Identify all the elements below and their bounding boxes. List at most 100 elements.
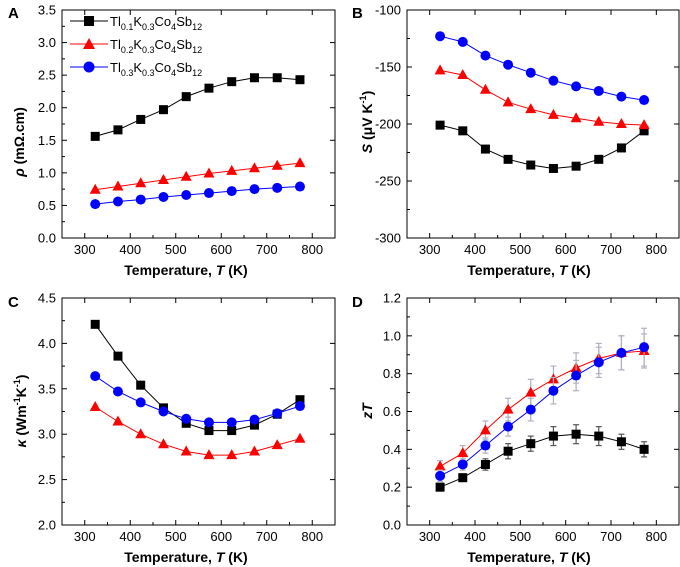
data-point-s1-d xyxy=(503,446,513,456)
series-line-s1-a xyxy=(95,77,301,137)
x-tick-label-a: 500 xyxy=(165,242,187,257)
legend-triangle-icon xyxy=(83,38,95,49)
data-point-s2-c xyxy=(135,428,147,439)
data-point-s3-a xyxy=(226,186,237,197)
panel-b-seebeck: B S (μV K-1) Temperature, T (K) 300 400 50… xyxy=(352,3,680,278)
series-line-s1-c xyxy=(94,324,301,432)
data-point-s1-d xyxy=(616,437,626,447)
panel-d-zt: D zT Temperature, T (K) 300 400 500 600 700 8… xyxy=(352,291,680,565)
x-axis-label-c: Temperature, T (K) xyxy=(124,549,247,565)
data-point-s2-d xyxy=(479,424,491,435)
y-axis-unit-a: (mΩ.cm) xyxy=(11,107,27,168)
data-point-s3-c xyxy=(226,417,237,428)
y-tick-label-d: 1.2 xyxy=(383,291,401,306)
y-tick-label-b: -250 xyxy=(375,174,401,189)
data-point-s3-c xyxy=(272,408,283,419)
x-tick-label-c: 700 xyxy=(256,529,278,544)
data-point-s2-a xyxy=(203,167,215,178)
y-tick-label-a: 2.0 xyxy=(38,100,56,115)
y-tick-label-b: -300 xyxy=(375,231,401,246)
y-tick-label-a: 3.0 xyxy=(38,35,56,50)
panel-a-resistivity: A ρ (mΩ.cm) Temperature, T (K) Tl0.1K0.3… xyxy=(8,3,336,278)
data-point-s1-c xyxy=(90,319,100,329)
data-point-s3-a xyxy=(112,196,123,207)
x-tick-label-c: 600 xyxy=(210,529,232,544)
data-point-s2-a xyxy=(112,180,124,191)
panel-label-b: B xyxy=(352,5,363,22)
plot-frame-d xyxy=(406,297,680,526)
y-tick-label-a: 0.0 xyxy=(38,231,56,246)
data-point-s2-b xyxy=(479,83,491,94)
series-line-s3-d xyxy=(439,346,645,477)
y-tick-label-c: 3.0 xyxy=(38,427,56,442)
x-tick-label-b: 500 xyxy=(509,242,531,257)
data-point-s1-b xyxy=(480,144,490,154)
legend-entry-s1: Tl0.1K0.3Co4Sb12 xyxy=(70,14,202,32)
data-point-s1-b xyxy=(458,126,468,136)
data-point-s1-b xyxy=(435,120,445,130)
y-tick-label-b: -200 xyxy=(375,117,401,132)
data-point-s1-a xyxy=(90,131,100,141)
legend-label-s1: Tl0.1K0.3Co4Sb12 xyxy=(110,14,202,32)
data-point-s2-b xyxy=(547,108,559,119)
data-point-s3-b xyxy=(639,95,650,106)
x-axis-label-d: Temperature, T (K) xyxy=(467,549,590,565)
x-tick-label-b: 800 xyxy=(645,242,667,257)
data-point-s2-c xyxy=(271,439,283,450)
y-tick-label-a: 2.5 xyxy=(38,68,56,83)
legend-label-s2: Tl0.2K0.3Co4Sb12 xyxy=(110,37,202,55)
data-point-s2-a xyxy=(157,174,169,185)
data-point-s1-a xyxy=(272,73,282,83)
legend-label-s3: Tl0.3K0.3Co4Sb12 xyxy=(110,60,202,78)
data-point-s1-a xyxy=(136,114,146,124)
series-line-s1-b xyxy=(439,124,645,170)
x-tick-label-d: 500 xyxy=(509,529,531,544)
data-point-s3-a xyxy=(249,184,260,195)
x-tick-label-b: 400 xyxy=(464,242,486,257)
series-line-s2-c xyxy=(94,406,301,456)
data-point-s3-b xyxy=(480,50,491,61)
panel-label-d: D xyxy=(352,294,363,311)
x-tick-label-d: 600 xyxy=(555,529,577,544)
y-tick-label-a: 1.0 xyxy=(38,165,56,180)
y-tick-label-c: 2.0 xyxy=(38,518,56,533)
data-point-s1-a xyxy=(181,92,191,102)
data-point-s2-c xyxy=(112,415,124,426)
x-tick-label-b: 300 xyxy=(419,242,441,257)
data-point-s1-c xyxy=(249,420,259,430)
x-tick-label-a: 800 xyxy=(301,242,323,257)
x-tick-label-a: 700 xyxy=(256,242,278,257)
data-point-s1-d xyxy=(571,429,581,439)
data-point-s2-d xyxy=(525,386,537,397)
data-point-s2-a xyxy=(226,164,238,175)
data-point-s1-c xyxy=(113,351,123,361)
data-point-s2-a xyxy=(294,157,306,168)
data-point-s1-b xyxy=(503,154,513,164)
x-tick-label-a: 300 xyxy=(74,242,96,257)
data-point-s3-a xyxy=(158,191,169,202)
data-point-s3-c xyxy=(294,401,305,412)
data-point-s2-a xyxy=(248,162,260,173)
data-point-s1-d xyxy=(639,444,649,454)
legend-entry-s3: Tl0.3K0.3Co4Sb12 xyxy=(70,60,202,78)
y-tick-label-a: 3.5 xyxy=(38,3,56,18)
data-point-s2-a xyxy=(135,177,147,188)
series-line-s2-b xyxy=(440,69,645,126)
series-line-s2-d xyxy=(439,350,645,467)
data-point-s3-b xyxy=(525,67,536,78)
x-tick-label-a: 400 xyxy=(119,242,141,257)
y-tick-label-c: 3.5 xyxy=(38,381,56,396)
data-point-s1-b xyxy=(548,163,558,173)
series-line-s3-c xyxy=(94,375,301,423)
data-point-s3-c xyxy=(90,371,101,382)
y-tick-label-c: 4.5 xyxy=(38,291,56,306)
data-point-s3-b xyxy=(593,85,604,96)
y-tick-label-c: 4.0 xyxy=(38,336,56,351)
data-point-s2-a xyxy=(180,170,192,181)
data-point-s1-d xyxy=(526,439,536,449)
data-point-s1-b xyxy=(616,143,626,153)
data-point-s1-b xyxy=(571,161,581,171)
y-axis-symbol-a: ρ xyxy=(11,168,27,178)
data-point-s3-d xyxy=(571,370,582,381)
